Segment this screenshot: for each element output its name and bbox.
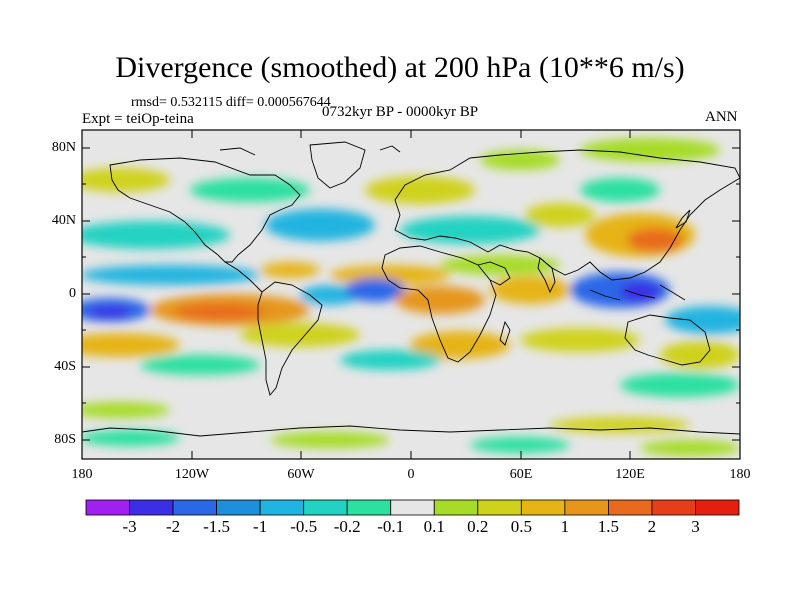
colorbar-swatch xyxy=(564,499,609,516)
colorbar-swatch xyxy=(695,499,740,516)
colorbar-swatch xyxy=(259,499,305,516)
colorbar-label: -1 xyxy=(253,517,268,536)
lon-label-120w: 120W xyxy=(174,467,210,482)
colorbar-label: -3 xyxy=(122,517,137,536)
coast-arctic-islands xyxy=(219,145,401,156)
period-label: 0732kyr BP - 0000kyr BP xyxy=(322,104,479,120)
lat-label-0: 0 xyxy=(69,286,76,301)
coastlines xyxy=(82,141,740,437)
coast-antarctica xyxy=(82,425,740,437)
colorbar-swatch xyxy=(390,499,435,516)
colorbar-label: 0.5 xyxy=(510,517,532,536)
colorbar-swatch xyxy=(520,499,566,516)
coast-eurasia xyxy=(394,149,740,281)
colorbar-swatch xyxy=(172,499,217,516)
lon-label-180w: 180 xyxy=(71,467,93,482)
lon-label-120e: 120E xyxy=(615,467,645,482)
colorbar-swatch xyxy=(346,499,392,516)
coast-madagascar xyxy=(499,320,511,346)
colorbar-label: 1 xyxy=(560,517,570,536)
colorbar-label: -2 xyxy=(165,517,181,536)
colorbar-label: 2 xyxy=(647,517,657,536)
coast-africa xyxy=(381,245,497,363)
lat-label-80s: 80S xyxy=(54,432,76,447)
lat-ticks xyxy=(82,147,740,441)
colorbar-label: -0.5 xyxy=(290,517,318,536)
coast-india xyxy=(537,257,556,294)
lat-label-40s: 40S xyxy=(54,359,76,374)
lat-label-40n: 40N xyxy=(51,213,76,228)
colorbar-label: -0.2 xyxy=(333,517,361,536)
colorbar-label: -0.1 xyxy=(377,517,405,536)
coast-central-america xyxy=(224,261,263,293)
experiment-label: Expt = teiOp-teina xyxy=(82,111,194,127)
coast-japan xyxy=(675,209,691,229)
colorbar-swatch xyxy=(216,499,261,516)
colorbar-swatch xyxy=(477,499,522,516)
coast-arabia xyxy=(477,261,511,286)
colorbar-label: 1.5 xyxy=(597,517,620,536)
coast-north-america xyxy=(109,157,301,263)
lat-label-80n: 80N xyxy=(51,140,76,155)
colorbar xyxy=(85,499,740,516)
lon-ticks xyxy=(81,130,741,459)
lon-label-60w: 60W xyxy=(287,467,315,482)
colorbar-label: 3 xyxy=(691,517,700,536)
colorbar-swatch xyxy=(608,499,653,516)
lon-label-60e: 60E xyxy=(509,467,533,482)
colorbar-swatch xyxy=(303,499,348,516)
lon-label-0: 0 xyxy=(407,467,415,482)
lon-label-180e: 180 xyxy=(729,467,751,482)
colorbar-swatch xyxy=(651,499,696,516)
colorbar-label: 0.1 xyxy=(423,517,445,536)
coast-australia xyxy=(624,314,711,366)
colorbar-label: -1.5 xyxy=(203,517,231,536)
season-label: ANN xyxy=(705,109,738,125)
plot-title: Divergence (smoothed) at 200 hPa (10**6 … xyxy=(115,51,685,84)
colorbar-swatch xyxy=(85,499,130,516)
colorbar-label: 0.2 xyxy=(467,517,489,536)
stats-label: rmsd= 0.532115 diff= 0.000567644 xyxy=(131,95,331,110)
colorbar-swatch xyxy=(433,499,479,516)
coast-maritime-continent xyxy=(589,284,686,301)
divergence-field xyxy=(82,130,740,459)
coast-greenland xyxy=(309,141,366,189)
colorbar-swatch xyxy=(129,499,174,516)
coast-south-america xyxy=(257,281,323,396)
